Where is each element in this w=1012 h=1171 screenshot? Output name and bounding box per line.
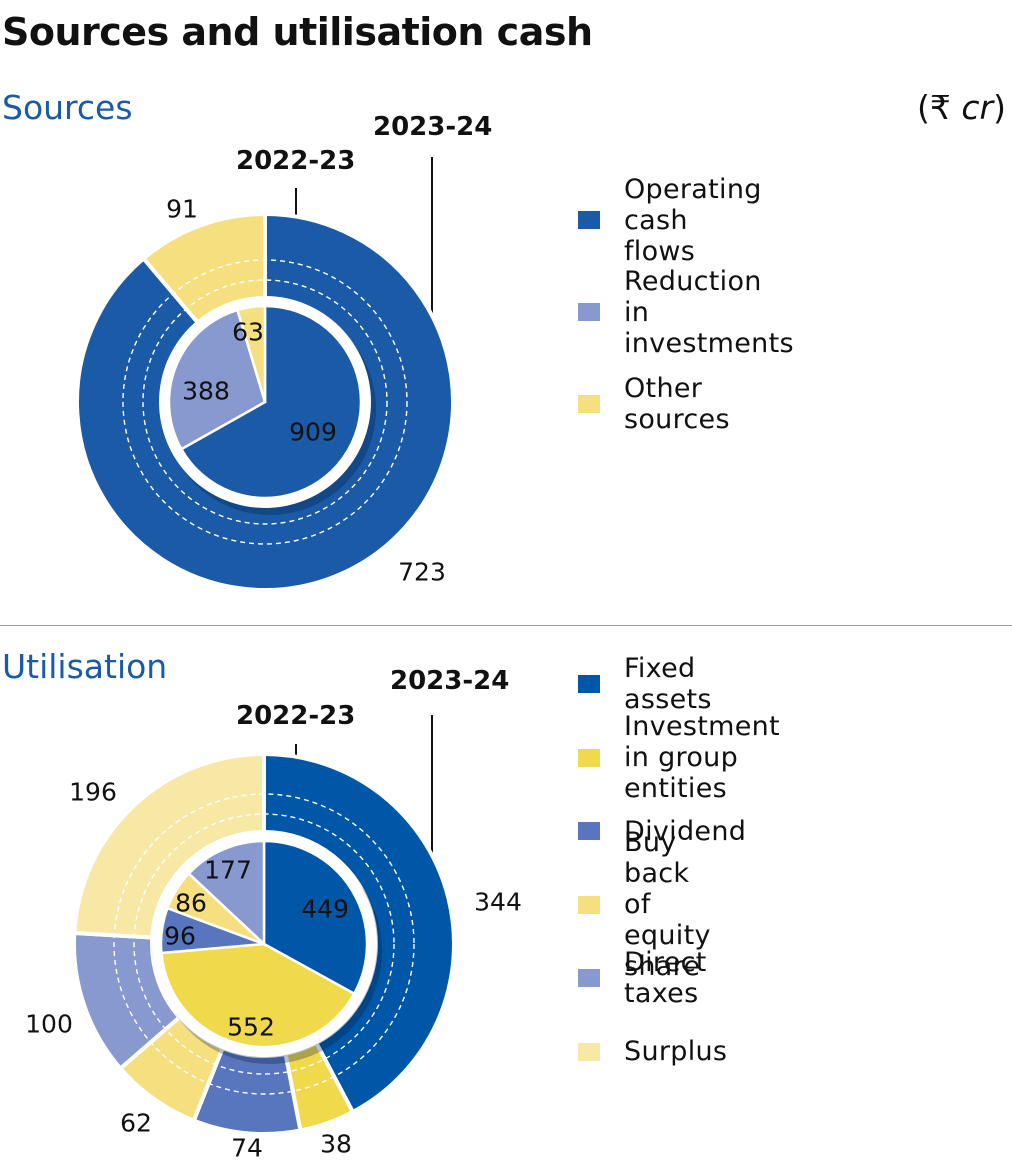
sources-outer-label-other-sources: 91 [166,195,198,224]
utilisation-inner-label-investment-in-group-entities: 552 [227,1013,275,1042]
utilisation-inner-slice-fixed-assets [262,839,369,996]
sources-donut-chart: 723 91 909 388 63 [75,195,455,592]
sources-inner-slice-other-sources [235,304,267,403]
sources-legend-swatch-reduction-in-investments [578,303,600,321]
utilisation-legend-item-fixed-assets: Fixed assets [578,653,712,715]
sources-inner-slice-reduction-in-investments [167,308,267,451]
utilisation-legend-label-buy-back-of-equity-share: Buy back of equity share [624,827,711,982]
utilisation-legend-label-investment-in-group-entities: Investment in group entities [624,711,780,804]
sources-legend-item-other-sources: Other sources [578,373,730,435]
utilisation-legend-item-buy-back-of-equity-share: Buy back of equity share [578,827,711,982]
utilisation-outer-label-investment-in-group-entities: 38 [320,1130,352,1159]
utilisation-inner-slice-direct-taxes [187,839,266,947]
utilisation-outer-label-buy-back-of-equity-share: 62 [120,1109,152,1138]
sources-inner-slice-operating-cash-flows [179,304,363,500]
utilisation-section-title: Utilisation [2,647,168,686]
sources-legend-label-other-sources: Other sources [624,373,730,435]
sources-legend-swatch-other-sources [578,395,600,413]
sources-section-title: Sources [2,88,133,127]
unit-label: (₹ cr) [917,88,1006,127]
sources-dashed-guide-ring [122,259,408,545]
utilisation-legend-label-dividend: Dividend [624,815,747,847]
utilisation-legend-label-surplus: Surplus [624,1036,728,1067]
utilisation-legend-item-investment-in-group-entities: Investment in group entities [578,711,780,804]
sources-outer-leader-line [431,157,433,317]
utilisation-legend-swatch-direct-taxes [578,969,600,987]
utilisation-inner-label-buy-back-of-equity-share: 86 [175,889,207,918]
utilisation-legend-item-direct-taxes: Direct taxes [578,947,707,1009]
utilisation-outer-label-surplus: 196 [69,778,117,807]
utilisation-outer-label-fixed-assets: 344 [474,888,522,917]
utilisation-inner-label-fixed-assets: 449 [301,895,349,924]
utilisation-outer-year-label: 2023-24 [390,666,510,696]
utilisation-legend-swatch-fixed-assets [578,675,600,693]
utilisation-inner-slice-investment-in-group-entities [160,942,356,1049]
utilisation-inner-label-direct-taxes: 177 [204,856,252,885]
utilisation-legend-swatch-buy-back-of-equity-share [578,895,600,914]
utilisation-outer-leader-line [431,715,433,935]
utilisation-legend-item-surplus: Surplus [578,1034,727,1070]
utilisation-inner-year-label: 2022-23 [236,701,356,731]
utilisation-legend-label-direct-taxes: Direct taxes [624,947,707,1009]
utilisation-legend-swatch-investment-in-group-entities [578,748,600,767]
sources-legend-item-reduction-in-investments: Reduction in investments [578,266,794,359]
sources-inner-label-operating-cash-flows: 909 [289,418,337,447]
utilisation-outer-label-direct-taxes: 100 [25,1010,73,1039]
utilisation-dashed-guide-ring [113,793,415,1095]
utilisation-donut-chart: 344 38 74 62 100 196 449 552 96 86 177 [25,751,522,1163]
sources-inner-label-other-sources: 63 [232,318,264,347]
sources-inner-label-reduction-in-investments: 388 [182,377,230,406]
utilisation-inner-label-dividend: 96 [164,922,196,951]
sources-dashed-guide-ring [142,279,388,525]
utilisation-legend-item-dividend: Dividend [578,813,746,849]
sources-legend-label-reduction-in-investments: Reduction in investments [624,265,794,359]
sources-inner-year-label: 2022-23 [236,146,356,176]
sources-legend-swatch-operating-cash-flows [578,211,600,229]
utilisation-dashed-guide-ring [133,813,395,1075]
sources-outer-year-label: 2023-24 [373,112,493,142]
utilisation-legend-label-fixed-assets: Fixed assets [624,653,712,715]
sources-legend-label-operating-cash-flows: Operating cash flows [624,173,762,267]
utilisation-legend-swatch-surplus [578,1042,600,1061]
section-divider [0,625,1012,626]
sources-outer-label-operating-cash-flows: 723 [398,558,446,587]
utilisation-legend-swatch-dividend [578,822,600,840]
page-title: Sources and utilisation cash [2,10,593,54]
utilisation-outer-label-dividend: 74 [231,1134,263,1163]
sources-legend-item-operating-cash-flows: Operating cash flows [578,174,762,267]
